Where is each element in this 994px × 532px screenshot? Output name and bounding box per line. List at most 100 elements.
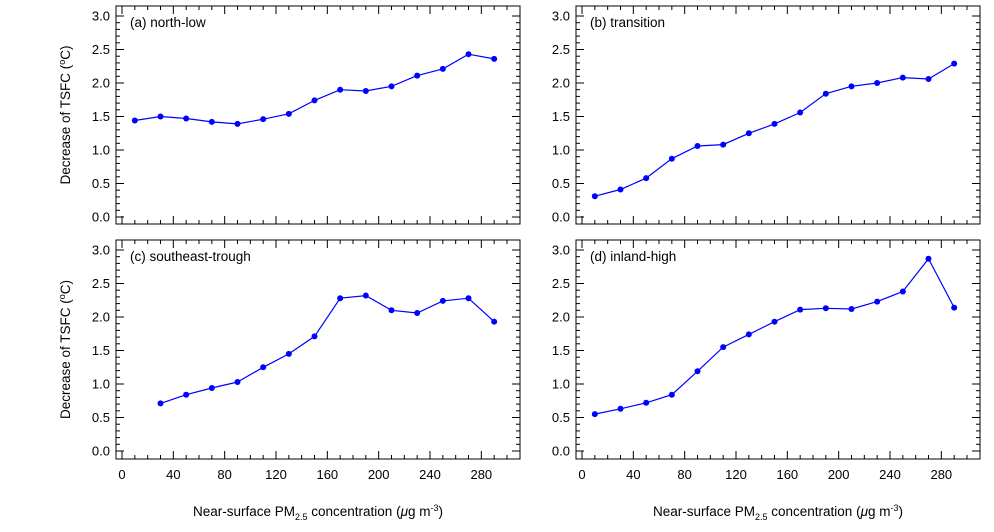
data-point [311, 97, 318, 104]
panel-title: (c) southeast-trough [130, 249, 251, 264]
y-tick-label: 0.5 [552, 176, 570, 191]
x-axis-title-part: ) [439, 504, 444, 519]
y-tick-label: 0.5 [552, 410, 570, 425]
data-point [720, 141, 727, 148]
data-point [491, 318, 498, 325]
data-point [797, 306, 804, 313]
x-axis-title-part: -3 [891, 503, 899, 513]
data-point [465, 51, 472, 58]
x-tick-label: 80 [677, 467, 691, 482]
y-tick-label: 2.5 [552, 42, 570, 57]
y-tick-label: 1.5 [92, 343, 110, 358]
x-axis-title-part: concentration ( [308, 504, 402, 519]
x-tick-label: 80 [217, 467, 231, 482]
y-tick-label: 1.0 [552, 377, 570, 392]
plot-frame [575, 239, 981, 460]
plot-frame [575, 5, 981, 225]
data-point [234, 120, 241, 127]
x-tick-label: 0 [118, 467, 125, 482]
data-point [848, 305, 855, 312]
data-point [694, 142, 701, 149]
data-point [617, 186, 624, 193]
data-point [822, 90, 829, 97]
x-tick-label: 280 [930, 467, 952, 482]
data-point [414, 72, 421, 79]
y-axis-title-sup: o [57, 60, 67, 65]
x-tick-label: 120 [725, 467, 747, 482]
data-point [745, 130, 752, 137]
y-tick-label: 3.0 [552, 243, 570, 258]
panel-title: (a) north-low [130, 15, 206, 30]
data-point [234, 378, 241, 385]
data-point [899, 288, 906, 295]
data-point [643, 175, 650, 182]
data-point [157, 113, 164, 120]
data-point [797, 109, 804, 116]
chart-panel: 0.0 0.5 1.0 1.5 2.0 2.5 3.0 (b) transition [552, 5, 981, 225]
data-point [874, 80, 881, 86]
panel-title: (d) inland-high [590, 249, 676, 264]
data-point [694, 368, 701, 375]
chart-panel: 0.0 0.5 1.0 1.5 2.0 2.5 3.0 (a) north-low Decrea… [57, 5, 521, 225]
data-point [925, 255, 932, 262]
data-point [491, 55, 498, 62]
x-tick-label: 280 [470, 467, 492, 482]
x-tick-label: 160 [776, 467, 798, 482]
x-axis-title-part: μ [860, 504, 869, 519]
data-point [465, 295, 472, 302]
y-tick-label: 2.5 [92, 42, 110, 57]
x-axis-title-part: 2.5 [295, 512, 308, 522]
data-point [771, 318, 778, 325]
x-axis-title-part: g m [408, 504, 431, 519]
y-axis-title: Decrease of TSFC (oC) [57, 280, 73, 419]
data-point [745, 331, 752, 338]
x-tick-label: 240 [879, 467, 901, 482]
y-tick-label: 3.0 [552, 9, 570, 24]
data-point [388, 83, 395, 90]
data-point [951, 304, 958, 311]
y-tick-label: 2.5 [92, 276, 110, 291]
data-point [337, 86, 344, 93]
data-point [591, 193, 598, 200]
x-axis-title-part: g m [868, 504, 891, 519]
y-tick-label: 2.0 [92, 76, 110, 91]
y-axis-title-tail: C) [58, 280, 73, 294]
y-axis-title-tail: C) [58, 45, 73, 59]
x-axis-title-part: Near-surface PM [653, 504, 755, 519]
data-point [388, 307, 395, 314]
x-tick-label: 40 [166, 467, 180, 482]
data-point [439, 297, 446, 304]
data-point [311, 333, 318, 340]
y-tick-label: 1.0 [92, 377, 110, 392]
data-point [208, 385, 215, 392]
x-tick-label: 200 [828, 467, 850, 482]
y-tick-label: 0.5 [92, 410, 110, 425]
series-line [594, 63, 955, 197]
x-tick-label: 240 [419, 467, 441, 482]
data-point [414, 309, 421, 316]
x-tick-label: 120 [265, 467, 287, 482]
plot-frame [115, 239, 521, 460]
data-point [337, 295, 344, 302]
x-axis-title-part: 2.5 [755, 512, 768, 522]
y-tick-label: 2.0 [552, 76, 570, 91]
y-tick-label: 1.5 [552, 343, 570, 358]
x-axis-title-part: -3 [431, 503, 439, 513]
data-point [668, 155, 675, 162]
y-tick-label: 2.5 [552, 276, 570, 291]
data-point [643, 399, 650, 406]
data-point [362, 88, 369, 95]
y-axis-title-sup: o [57, 294, 67, 299]
data-point [617, 405, 624, 412]
data-point [208, 118, 215, 125]
data-point [591, 411, 598, 418]
data-point [260, 364, 267, 371]
data-point [183, 391, 190, 398]
x-tick-label: 200 [368, 467, 390, 482]
data-point [285, 110, 292, 117]
x-tick-label: 40 [626, 467, 640, 482]
y-tick-label: 1.5 [92, 109, 110, 124]
chart-panel: 0.0 0.5 1.0 1.5 2.0 2.5 3.0 0 40 80 120 160 200 240 28… [57, 239, 521, 522]
x-axis-title: Near-surface PM2.5 concentration (μg m-3… [193, 503, 443, 522]
